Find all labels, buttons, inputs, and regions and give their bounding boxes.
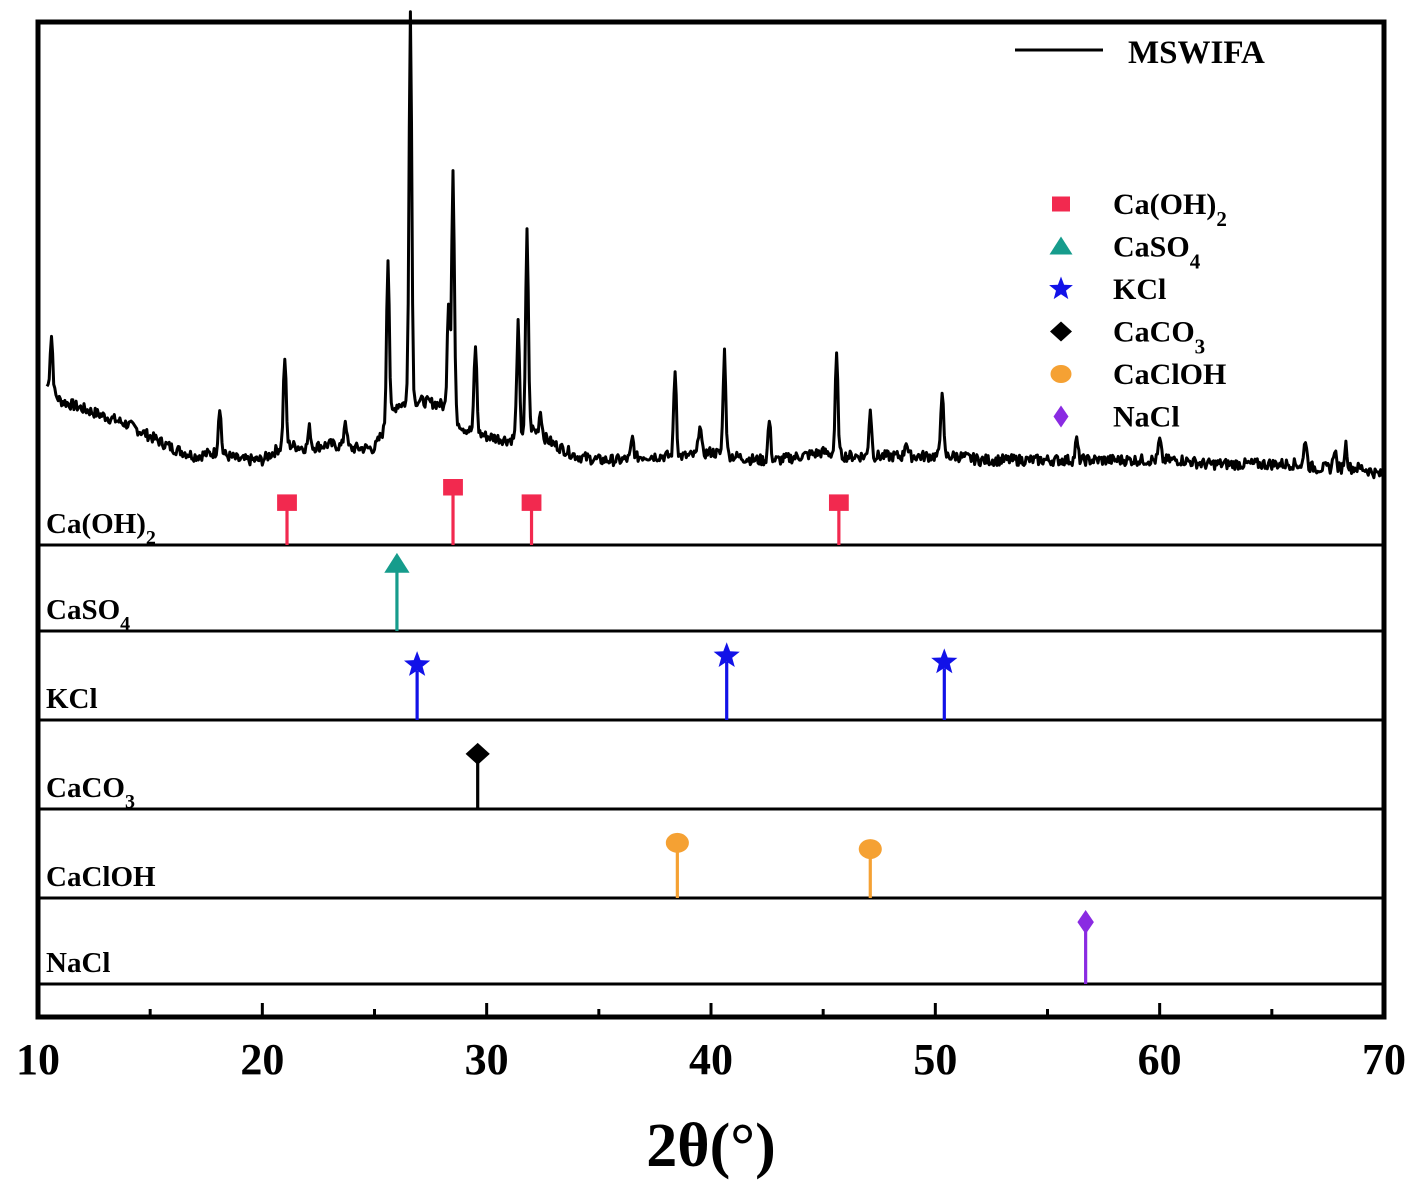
legend-label-caoh2: Ca(OH)2 [1113,188,1227,231]
reference-marker-kcl [404,651,431,676]
x-tick-label: 60 [1138,1035,1182,1084]
legend-label-cacloh: CaClOH [1113,358,1226,391]
panel-label-caoh2: Ca(OH)2 [46,508,156,549]
x-tick-label: 70 [1362,1035,1406,1084]
reference-marker-cacloh [858,839,882,859]
x-tick-label: 10 [16,1035,60,1084]
reference-panels: Ca(OH)2 CaSO4 KCl CaCO3 CaClOH NaCl [38,479,1384,986]
reference-panel-caoh2: Ca(OH)2 [46,479,849,549]
plot-frame [35,19,1387,1020]
legend-label-kcl: KCl [1113,273,1166,306]
x-axis-label: 2θ(°) [646,1112,775,1180]
reference-panel-caso4: CaSO4 [46,552,410,635]
legend-label-nacl: NaCl [1113,401,1180,434]
reference-marker-caoh2 [277,494,297,511]
reference-marker-nacl [1077,909,1094,935]
x-axis: 10 20 30 40 50 60 70 [16,1003,1406,1084]
legend-marker-caoh2 [1052,196,1070,212]
reference-marker-caso4 [384,552,410,573]
reference-marker-cacloh [665,832,689,853]
reference-panel-cacloh: CaClOH [46,832,882,898]
legend-label-mswifa: MSWIFA [1128,35,1265,71]
legend-marker-nacl [1053,405,1069,428]
reference-marker-caoh2 [828,494,849,511]
reference-marker-caco3 [465,742,490,765]
reference-panel-nacl: NaCl [46,909,1094,984]
x-tick-label: 20 [240,1035,284,1084]
reference-marker-caoh2 [443,479,463,496]
reference-marker-kcl [931,648,958,674]
x-tick-label: 50 [913,1035,957,1084]
legend-marker-caco3 [1050,321,1072,342]
reference-panel-caco3: CaCO3 [46,742,490,813]
x-tick-label: 30 [465,1035,509,1084]
legend-label-caso4: CaSO4 [1113,231,1201,274]
legend-marker-caso4 [1049,236,1073,255]
legend-marker-kcl [1049,276,1073,300]
panel-label-caso4: CaSO4 [46,594,130,635]
panel-label-kcl: KCl [46,683,98,715]
panel-label-nacl: NaCl [46,947,110,979]
reference-marker-caoh2 [521,494,542,511]
reference-panel-kcl: KCl [46,642,958,720]
legend-label-caco3: CaCO3 [1113,316,1205,359]
pattern-line-mswifa [45,10,1384,480]
reference-marker-kcl [713,642,740,667]
panel-label-cacloh: CaClOH [46,861,156,893]
legend-marker-cacloh [1050,365,1072,383]
panel-label-caco3: CaCO3 [46,772,135,813]
x-tick-label: 40 [689,1035,733,1084]
pattern-layer [45,10,1384,480]
